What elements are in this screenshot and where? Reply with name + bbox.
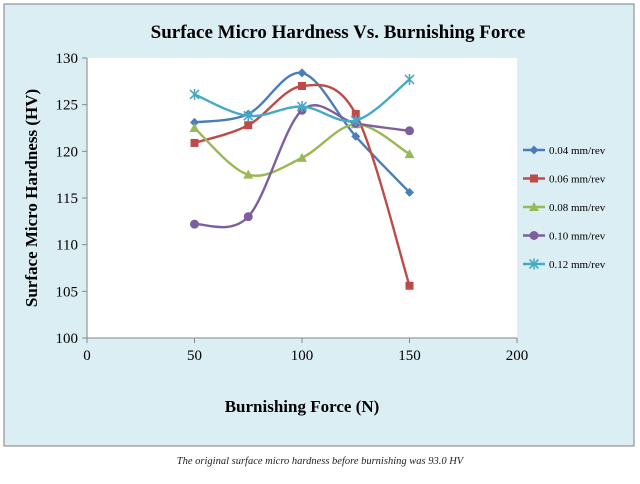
legend-item: 0.12 mm/rev [523,258,606,271]
data-point [404,149,415,159]
data-point [405,126,414,136]
data-point [243,110,254,122]
data-point [296,101,308,113]
y-tick-label: 115 [56,191,78,207]
legend: 0.04 mm/rev 0.06 mm/rev 0.08 mm/rev 0.10 mm… [523,145,606,271]
figure-caption: The original surface micro hardness befo… [176,456,464,467]
data-point [190,219,199,229]
x-tick-label: 150 [398,348,421,364]
legend-item: 0.04 mm/rev [523,145,606,157]
legend-label: 0.04 mm/rev [549,145,606,157]
y-tick-label: 120 [56,144,79,160]
legend-label: 0.08 mm/rev [549,202,606,214]
legend-marker [529,231,539,240]
chart-title: Surface Micro Hardness Vs. Burnishing Fo… [151,22,526,43]
x-axis-title: Burnishing Force (N) [225,397,380,416]
data-point [189,88,200,100]
data-point [243,212,253,222]
data-point [244,121,253,130]
data-point [189,123,200,132]
legend-item: 0.06 mm/rev [523,174,606,186]
data-point [243,169,254,179]
data-point [298,82,306,90]
y-tick-label: 130 [56,51,79,67]
legend-item: 0.08 mm/rev [523,202,606,214]
data-point [405,281,414,290]
series-layer [189,68,415,290]
legend-marker [529,145,539,155]
data-point [297,152,307,162]
y-tick-label: 110 [56,238,78,254]
y-tick-label: 125 [56,98,79,114]
data-point [351,131,361,141]
legend-label: 0.12 mm/rev [549,259,606,271]
data-point [404,73,415,85]
data-point [190,117,199,127]
legend-marker [530,174,538,183]
plot-area [87,58,517,338]
series-line [194,83,411,287]
x-tick-label: 50 [187,348,202,364]
legend-marker [528,258,540,270]
series-5 [189,73,415,127]
data-point [190,138,199,147]
x-tick-label: 200 [506,348,529,364]
data-point [350,115,361,127]
data-point [351,110,360,118]
y-axis-title: Surface Micro Hardness (HV) [22,89,41,307]
series-line [194,104,410,229]
x-tick-label: 0 [83,348,91,364]
legend-label: 0.06 mm/rev [549,174,606,186]
data-point [297,68,307,78]
axes: 100 105 110 115 120 125 130 0 50 100 150 200 [56,51,529,364]
legend-label: 0.10 mm/rev [549,231,606,243]
x-tick-label: 100 [291,348,314,364]
legend-marker [529,202,539,211]
y-tick-label: 100 [56,331,79,347]
legend-item: 0.10 mm/rev [523,231,606,243]
data-point [405,187,414,197]
series-2 [190,82,414,290]
y-tick-label: 105 [56,284,79,300]
